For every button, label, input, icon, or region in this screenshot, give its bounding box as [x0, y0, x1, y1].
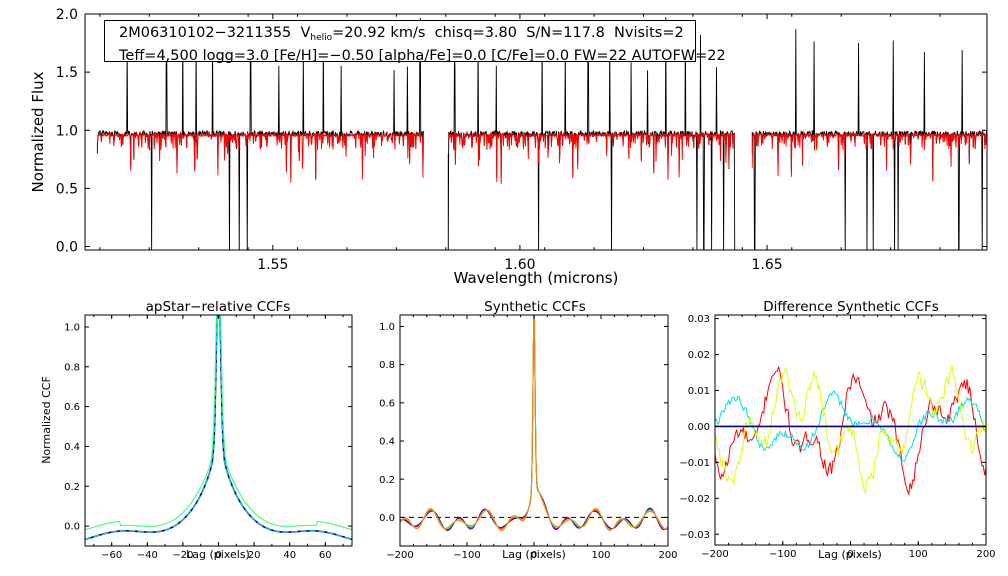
apstar-ccf-title: apStar−relative CCFs — [146, 299, 291, 315]
x-tick-label: 0 — [847, 549, 853, 560]
y-tick-label: 0.6 — [64, 402, 80, 413]
model-spectrum-segment — [447, 131, 736, 185]
y-tick-label: 0.2 — [64, 482, 80, 493]
model-spectrum-segment — [97, 131, 424, 183]
y-tick-label: 0.0 — [379, 513, 395, 524]
model-spectrum-segment — [751, 131, 987, 182]
x-tick-label: 40 — [283, 550, 296, 561]
star-info-line-2: Teff=4,500 logg=3.0 [Fe/H]=−0.50 [alpha/… — [119, 48, 726, 64]
x-tick-label: −100 — [453, 550, 480, 561]
y-tick-label: 1.5 — [56, 65, 78, 81]
x-tick-label: 200 — [658, 550, 677, 561]
chisq-value: chisq=3.80 — [434, 25, 517, 41]
difference-ccf-plot-area — [715, 365, 986, 496]
difference-ccf-series-line — [715, 365, 986, 495]
apstar-ccf-panel: apStar−relative CCFs −60 −40 −20 0 20 40 60 0.0… — [40, 299, 353, 561]
x-tick-label: −200 — [701, 549, 728, 560]
x-tick-label: 0 — [531, 550, 537, 561]
synthetic-ccf-panel: Synthetic CCFs −200 −100 0 100 200 0.0 0.2 0.4 0… — [379, 299, 677, 561]
synthetic-ccf-series-line — [400, 315, 668, 532]
y-tick-label: 0.0 — [56, 240, 78, 256]
apstar-ccf-series-line — [85, 315, 352, 540]
spectrum-y-axis-label: Normalized Flux — [29, 71, 47, 192]
x-tick-label: 1.60 — [504, 257, 535, 273]
y-tick-label: 2.0 — [56, 7, 78, 23]
x-tick-label: 0 — [215, 550, 221, 561]
x-tick-label: −60 — [101, 550, 122, 561]
star-info-line-1: 2M06310102−3211355 Vhelio=20.92 km/s chi… — [119, 24, 695, 47]
y-tick-label: 0.8 — [64, 362, 80, 373]
star-info-box: 2M06310102−3211355 Vhelio=20.92 km/s chi… — [104, 20, 726, 64]
spectrum-plot-area — [96, 17, 987, 250]
y-tick-label: 0.0 — [64, 522, 80, 533]
y-tick-label: −0.01 — [679, 458, 710, 469]
difference-ccf-title: Difference Synthetic CCFs — [763, 299, 939, 315]
x-tick-label: −200 — [386, 550, 413, 561]
synthetic-ccf-title: Synthetic CCFs — [484, 299, 586, 315]
spectrum-ticks: 1.55 1.60 1.65 0.0 0.5 1.0 1.5 2.0 — [56, 7, 987, 273]
x-tick-label: −100 — [769, 549, 796, 560]
nvisits-value: Nvisits=2 — [614, 25, 684, 41]
synthetic-ccf-x-axis-label: Lag (pixels) — [502, 548, 566, 561]
y-tick-label: 1.0 — [379, 322, 395, 333]
spectrum-panel: 1.55 1.60 1.65 0.0 0.5 1.0 1.5 2.0 Wavelength (… — [29, 7, 988, 287]
apstar-ccf-series-line — [85, 315, 352, 531]
y-tick-label: 0.2 — [379, 475, 395, 486]
y-tick-label: −0.03 — [679, 530, 710, 541]
x-tick-label: −40 — [137, 550, 158, 561]
difference-ccf-x-axis-label: Lag (pixels) — [818, 548, 882, 561]
apstar-ccf-frame — [84, 314, 353, 547]
y-tick-label: 0.8 — [379, 360, 395, 371]
y-tick-label: 1.0 — [56, 123, 78, 139]
x-tick-label: −20 — [172, 550, 193, 561]
y-tick-label: 0.01 — [688, 386, 710, 397]
synthetic-ccf-series-line — [400, 315, 668, 531]
y-tick-label: 1.0 — [64, 323, 80, 334]
synthetic-ccf-plot-area — [400, 315, 668, 532]
x-tick-label: 100 — [909, 549, 928, 560]
star-id: 2M06310102−3211355 — [119, 25, 292, 41]
y-tick-label: 0.03 — [688, 314, 710, 325]
apstar-ccf-plot-area — [85, 315, 352, 541]
difference-ccf-series-line — [715, 390, 986, 462]
vhelio-value: =20.92 km/s — [332, 25, 426, 41]
apstar-ccf-x-axis-label: Lag (pixels) — [186, 548, 250, 561]
difference-ccf-series-line — [715, 365, 986, 496]
x-tick-label: 20 — [248, 550, 261, 561]
snr-value: S/N=117.8 — [526, 25, 605, 41]
y-tick-label: 0.02 — [688, 350, 710, 361]
x-tick-label: 200 — [976, 549, 995, 560]
y-tick-label: −0.02 — [679, 494, 710, 505]
synthetic-ccf-frame — [399, 314, 669, 547]
synthetic-ccf-ticks: −200 −100 0 100 200 0.0 0.2 0.4 0.6 0.8 1.0 — [379, 315, 678, 561]
x-tick-label: 100 — [591, 550, 610, 561]
difference-ccf-ticks: −200 −100 0 100 200 −0.03 −0.02 −0.01 0.00 0.01 0.… — [679, 314, 995, 560]
synthetic-ccf-series-line — [400, 315, 668, 531]
vhelio-subscript: helio — [310, 33, 333, 43]
x-tick-label: 1.55 — [257, 257, 288, 273]
apstar-ccf-ticks: −60 −40 −20 0 20 40 60 0.0 0.2 0.4 0.6 0.8 1.0 — [64, 315, 352, 561]
apstar-ccf-y-axis-label: Normalized CCF — [40, 376, 53, 464]
spectrum-frame — [84, 13, 988, 251]
difference-ccf-panel: Difference Synthetic CCFs −200 −100 0 100 20… — [679, 299, 995, 561]
synthetic-ccf-series-line — [400, 315, 668, 531]
x-tick-label: 60 — [319, 550, 332, 561]
x-tick-label: 1.65 — [751, 257, 782, 273]
y-tick-label: 0.6 — [379, 398, 395, 409]
y-tick-label: 0.4 — [64, 442, 80, 453]
vhelio-label: V — [300, 25, 311, 41]
y-tick-label: 0.00 — [688, 422, 710, 433]
y-tick-label: 0.4 — [379, 437, 395, 448]
y-tick-label: 0.5 — [56, 181, 78, 197]
spectrum-x-axis-label: Wavelength (microns) — [454, 269, 619, 287]
